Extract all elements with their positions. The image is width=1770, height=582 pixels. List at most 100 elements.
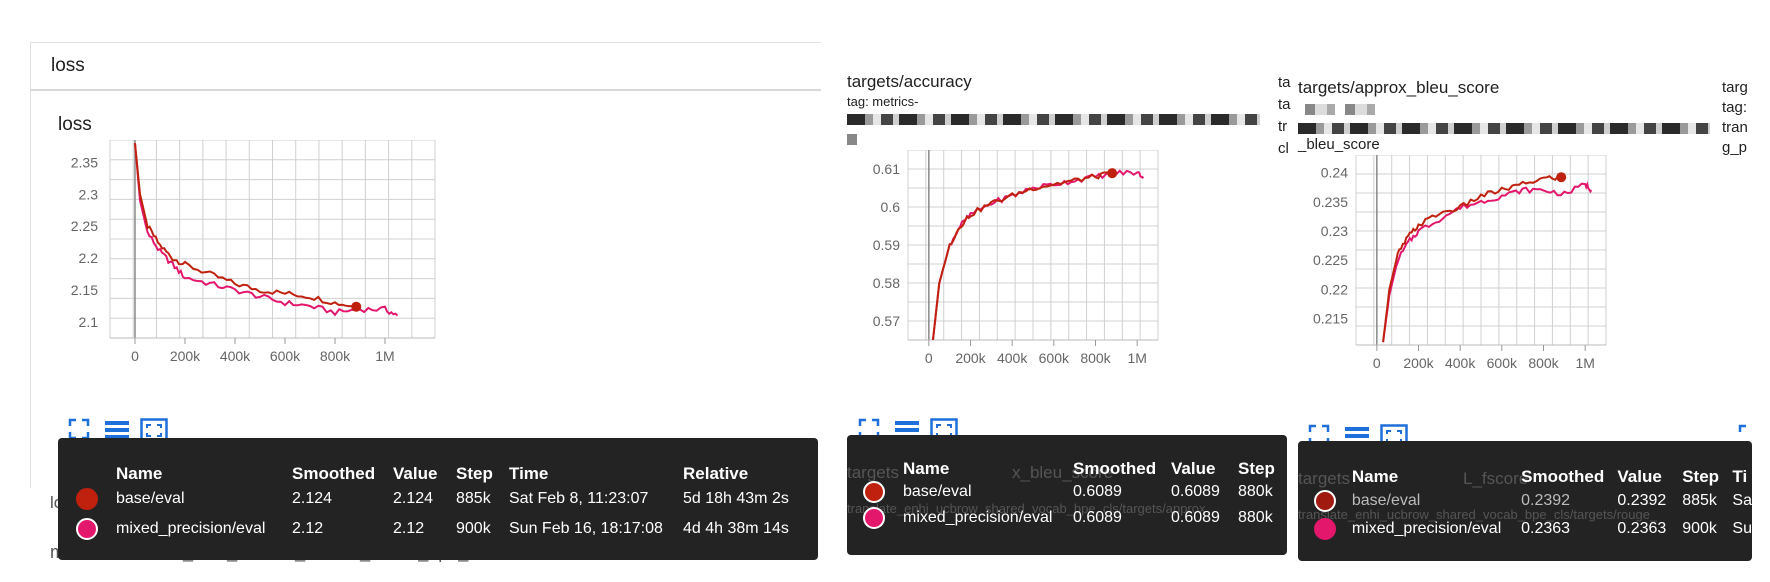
col-name: Name [116,464,163,483]
y-tick-label: 0.215 [1313,311,1348,327]
tooltip-row: mixed_precision/eval 0.6089 0.6089 880k [863,505,1275,531]
edge-fragment: tr [1278,118,1288,135]
series-swatch [1314,518,1336,540]
row-value: 0.2392 [1617,492,1667,509]
ghost-title-tail: x_bleu_score [1012,463,1114,482]
tooltip-bleu: targets L_fscore translate_enhi_ucbrow_s… [1298,441,1752,561]
redacted-tag [1305,104,1385,115]
tooltip-table: Name Smoothed Value Step base/eval 0.608… [863,459,1275,531]
row-name: base/eval [116,490,185,507]
row-value: 2.12 [393,520,425,537]
tooltip-table: Name Smoothed Value Step Time Relative b… [76,464,789,544]
edge-fragments-left: ta ta tr cl [1278,72,1291,160]
y-tick-label: 0.22 [1321,281,1348,297]
series-line-mixed [1382,180,1593,343]
row-smoothed: 0.2392 [1521,492,1571,509]
tooltip-row: mixed_precision/eval 2.12 2.12 900k Sun … [76,514,789,544]
chart-title-bleu: targets/approx_bleu_score [1298,78,1500,97]
row-value: 2.124 [393,490,434,507]
card-border [30,88,31,488]
row-time: Sat Feb 8, 11:23:07 [509,490,649,507]
edge-fragment: g_p [1722,139,1748,156]
col-time: Time [509,464,549,483]
row-value: 0.6089 [1171,483,1220,500]
chart-toolbar [68,418,168,442]
hover-point [351,301,362,312]
series-swatch [863,481,885,503]
y-tick-label: 0.23 [1321,223,1348,239]
col-smoothed: Smoothed [1521,467,1605,486]
toggle-log-icon[interactable] [104,418,129,440]
chart-tag: _bleu_score [1298,136,1380,153]
tooltip-header-row: Name Smoothed Value Step Ti [1314,467,1752,487]
tooltip-table: Name Smoothed Value Step Ti base/eval 0.… [1314,467,1752,543]
approx-bleu-chart[interactable]: 0 200k 400k 600k 800k 1M 0.215 0.22 0.225 0.23 0.2… [1310,155,1730,425]
y-tick-label: 2.25 [71,218,98,234]
chart-tag: tag: metrics- [847,94,919,109]
edge-fragment: tran [1722,119,1748,136]
x-tick-label: 1M [1575,355,1594,371]
fit-domain-icon[interactable] [1308,424,1330,446]
x-tick-label: 200k [1403,355,1434,371]
y-tick-label: 0.24 [1321,165,1348,181]
expand-chart-icon[interactable] [140,418,168,442]
x-tick-label: 400k [220,348,251,364]
hover-point [1107,168,1118,179]
row-step: 900k [1682,520,1717,537]
ghost-tag: translate_enhi_ucbrow_shared_vocab_bpe_c… [847,501,1206,516]
y-tick-label: 2.1 [79,314,99,330]
row-relative: 5d 18h 43m 2s [683,490,789,507]
row-name: base/eval [903,483,972,500]
series-line-base [134,143,357,308]
fit-domain-icon[interactable] [68,418,90,440]
section-header[interactable]: loss [30,42,821,91]
x-tick-label: 1M [1127,350,1146,366]
col-step: Step [1238,459,1275,478]
ghost-tag: translate_enhi_ucbrow_shared_vocab_bpe_c… [1298,507,1658,522]
row-time: Sa [1732,492,1752,509]
redacted-tag [847,134,857,145]
hover-point [1556,172,1567,183]
row-name: mixed_precision/eval [1351,520,1502,537]
tooltip-loss: Name Smoothed Value Step Time Relative b… [58,438,818,560]
row-step: 900k [456,520,491,537]
fit-domain-icon[interactable] [858,418,880,440]
loss-chart[interactable]: 0 200k 400k 600k 800k 1M 2.1 2.15 2.2 2.25 2.3 2.35 [60,140,510,415]
row-smoothed: 0.6089 [1073,509,1122,526]
x-tick-label: 1M [375,348,394,364]
row-smoothed: 2.12 [292,520,324,537]
col-smoothed: Smoothed [1073,459,1157,478]
ghost-title: targets [847,463,899,482]
row-step: 880k [1238,509,1273,526]
y-tick-label: 2.3 [79,186,99,202]
row-name: mixed_precision/eval [903,509,1053,526]
y-tick-label: 0.61 [873,161,900,177]
series-line-base [932,171,1113,340]
row-step: 880k [1238,483,1273,500]
edge-fragment: cl [1278,140,1289,157]
series-swatch [1314,490,1336,512]
ghost-title: targets [1298,469,1350,488]
row-smoothed: 2.124 [292,490,333,507]
col-name: Name [903,459,950,478]
x-tick-label: 800k [1080,350,1111,366]
x-tick-label: 400k [997,350,1028,366]
col-step: Step [456,464,493,483]
row-value: 0.2363 [1617,520,1667,537]
chart-title-accuracy: targets/accuracy [847,72,972,91]
y-tick-label: 2.35 [71,154,98,170]
edge-fragment: targ [1722,79,1748,96]
x-tick-label: 600k [270,348,301,364]
edge-fragment: ta [1278,74,1291,91]
fit-domain-icon[interactable] [1738,424,1752,446]
row-smoothed: 0.6089 [1073,483,1122,500]
edge-fragments-right: targ tag: tran g_p [1722,78,1748,158]
row-name: base/eval [1351,492,1421,509]
y-tick-label: 2.15 [71,282,98,298]
y-tick-label: 0.225 [1313,252,1348,268]
accuracy-chart[interactable]: 0 200k 400k 600k 800k 1M 0.57 0.58 0.59 0.6 0.61 [862,150,1282,420]
tooltip-header-row: Name Smoothed Value Step Time Relative [76,464,789,484]
col-value: Value [1617,467,1662,486]
redacted-tag [847,114,1260,125]
tooltip-row: base/eval 2.124 2.124 885k Sat Feb 8, 11… [76,484,789,514]
